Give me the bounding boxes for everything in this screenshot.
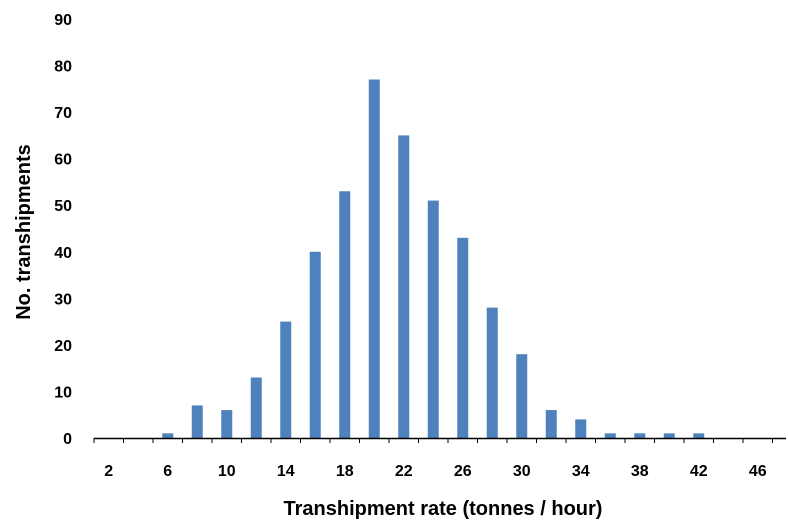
x-tick-label: 46 bbox=[749, 463, 767, 480]
y-tick-label: 10 bbox=[54, 384, 72, 401]
bar-24 bbox=[427, 200, 439, 438]
y-tick-label: 70 bbox=[54, 105, 72, 122]
y-axis-title: No. transhipments bbox=[13, 144, 35, 320]
bar-16 bbox=[309, 251, 321, 438]
x-tick-label: 18 bbox=[336, 463, 354, 480]
y-tick-label: 90 bbox=[54, 12, 72, 29]
y-tick-label: 50 bbox=[54, 198, 72, 215]
bar-22 bbox=[398, 135, 410, 438]
x-tick-label: 34 bbox=[572, 463, 590, 480]
bar-26 bbox=[457, 237, 469, 438]
x-ticks-group bbox=[93, 438, 773, 443]
y-tick-labels-group: 0 10 20 30 40 50 60 70 80 90 bbox=[54, 12, 72, 448]
bar-30 bbox=[516, 354, 528, 438]
x-tick-label: 2 bbox=[104, 463, 113, 480]
bar-32 bbox=[545, 410, 557, 438]
x-tick-labels-group: 2 6 10 14 18 22 26 30 34 38 42 46 bbox=[104, 463, 766, 480]
x-tick-label: 14 bbox=[277, 463, 295, 480]
bar-12 bbox=[250, 377, 262, 438]
bar-36 bbox=[604, 433, 616, 438]
y-tick-label: 30 bbox=[54, 291, 72, 308]
y-tick-label: 40 bbox=[54, 245, 72, 262]
bar-42 bbox=[693, 433, 705, 438]
x-tick-label: 38 bbox=[631, 463, 649, 480]
y-tick-label: 0 bbox=[63, 431, 72, 448]
x-tick-label: 10 bbox=[218, 463, 236, 480]
bar-8 bbox=[191, 405, 203, 438]
y-tick-label: 20 bbox=[54, 338, 72, 355]
x-tick-label: 6 bbox=[163, 463, 172, 480]
x-tick-label: 22 bbox=[395, 463, 413, 480]
bars-group bbox=[162, 79, 705, 439]
bar-10 bbox=[221, 410, 233, 438]
bar-20 bbox=[368, 79, 380, 439]
bar-34 bbox=[575, 419, 587, 438]
y-tick-label: 60 bbox=[54, 152, 72, 169]
bar-40 bbox=[663, 433, 675, 438]
bar-38 bbox=[634, 433, 646, 438]
bar-14 bbox=[280, 321, 292, 438]
x-axis-title: Transhipment rate (tonnes / hour) bbox=[284, 498, 603, 520]
bar-18 bbox=[339, 191, 351, 438]
x-tick-label: 42 bbox=[690, 463, 708, 480]
bar-28 bbox=[486, 307, 498, 438]
x-tick-label: 30 bbox=[513, 463, 531, 480]
bar-6 bbox=[162, 433, 174, 438]
y-tick-label: 80 bbox=[54, 59, 72, 76]
x-tick-label: 26 bbox=[454, 463, 472, 480]
